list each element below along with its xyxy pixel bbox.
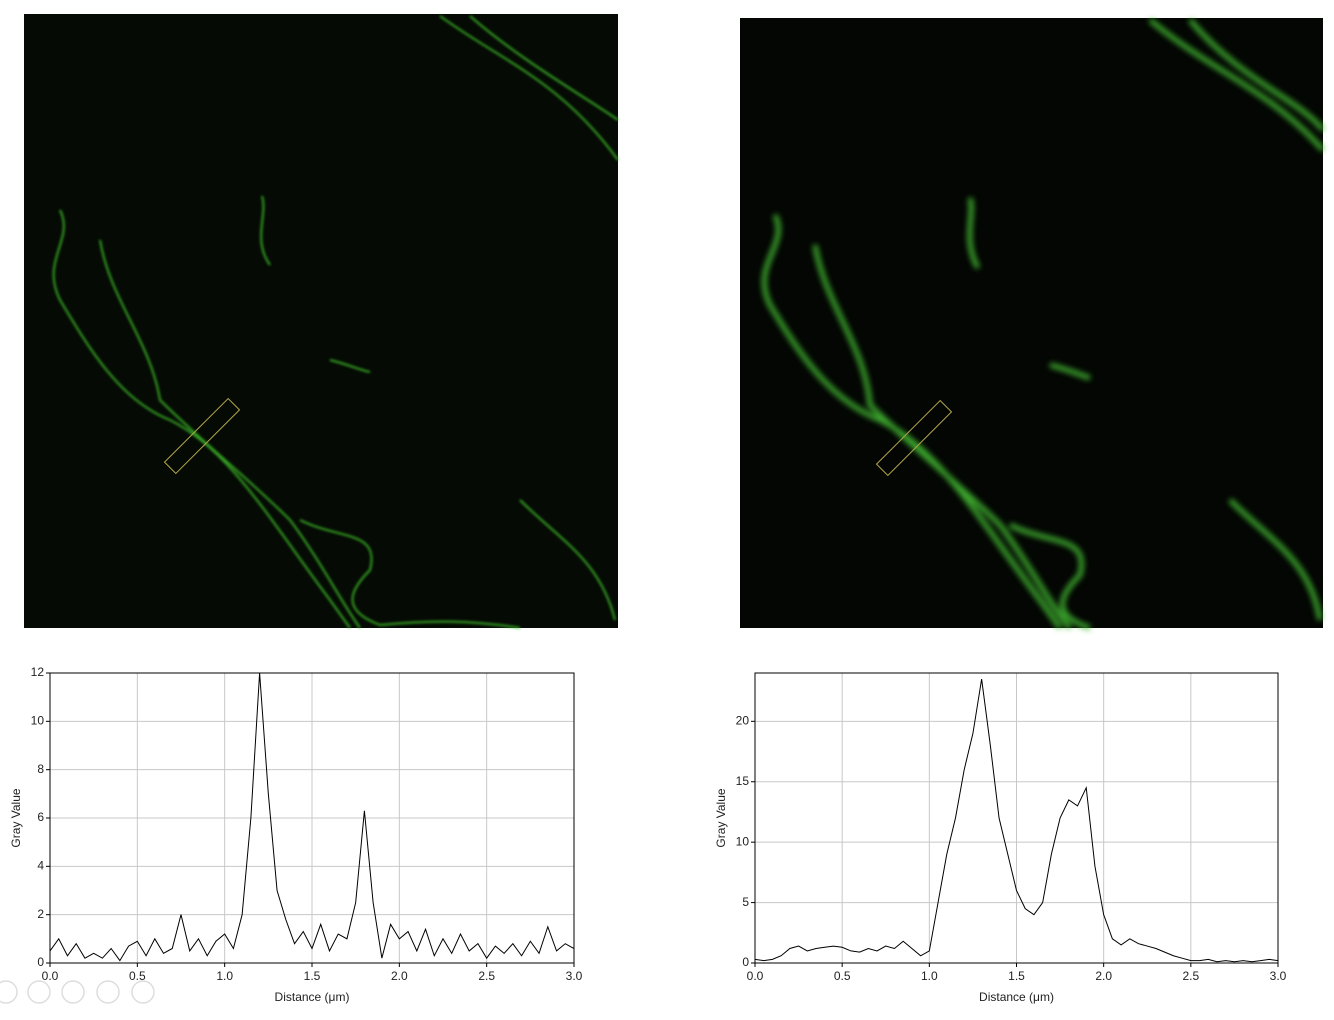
y-tick-label: 5 [742, 895, 749, 909]
x-tick-label: 3.0 [566, 969, 583, 983]
toolbar-button[interactable] [0, 980, 18, 1004]
x-tick-label: 1.5 [1008, 969, 1025, 983]
x-tick-label: 3.0 [1270, 969, 1287, 983]
x-tick-label: 0.0 [42, 969, 59, 983]
micrograph-left [24, 14, 619, 629]
y-tick-label: 10 [31, 714, 45, 728]
plot-frame [49, 672, 575, 964]
toolbar-button[interactable] [96, 980, 120, 1004]
y-tick-label: 4 [37, 859, 44, 873]
toolbar-button[interactable] [27, 980, 51, 1004]
x-tick-label: 2.0 [391, 969, 408, 983]
y-tick-label: 8 [37, 762, 44, 776]
plot-frame [754, 672, 1279, 964]
y-axis-label: Gray Value [714, 788, 728, 847]
y-tick-label: 15 [736, 774, 750, 788]
x-tick-label: 1.0 [921, 969, 938, 983]
x-tick-label: 2.5 [478, 969, 495, 983]
x-axis-label: Distance (μm) [275, 990, 350, 1004]
profile-line [49, 672, 575, 962]
y-axis-label: Gray Value [9, 788, 23, 847]
y-tick-label: 10 [736, 834, 750, 848]
y-tick-label: 2 [37, 907, 44, 921]
toolbar-button[interactable] [131, 980, 155, 1004]
x-tick-label: 0.5 [834, 969, 851, 983]
micrograph-right [740, 18, 1325, 631]
x-tick-label: 1.0 [216, 969, 233, 983]
y-tick-label: 0 [37, 955, 44, 969]
profile-line [754, 678, 1279, 963]
x-tick-label: 2.0 [1095, 969, 1112, 983]
x-tick-label: 0.5 [129, 969, 146, 983]
toolbar-button[interactable] [61, 980, 85, 1004]
y-tick-label: 0 [742, 955, 749, 969]
y-tick-label: 12 [31, 665, 45, 679]
y-tick-label: 6 [37, 810, 44, 824]
x-tick-label: 0.0 [747, 969, 764, 983]
y-tick-label: 20 [736, 714, 750, 728]
x-tick-label: 2.5 [1182, 969, 1199, 983]
x-tick-label: 1.5 [304, 969, 321, 983]
toolbar[interactable] [0, 980, 155, 1004]
x-axis-label: Distance (μm) [979, 990, 1054, 1004]
